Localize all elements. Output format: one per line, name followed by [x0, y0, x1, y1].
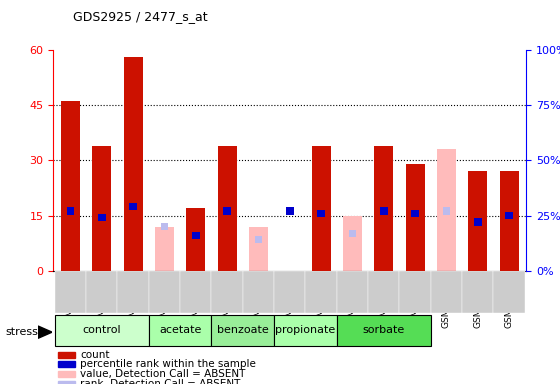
Polygon shape — [38, 326, 52, 338]
Bar — [468, 171, 487, 271]
Bar — [437, 149, 456, 271]
Bar — [149, 271, 180, 313]
FancyBboxPatch shape — [212, 315, 274, 346]
Bar — [255, 236, 263, 243]
FancyBboxPatch shape — [55, 315, 149, 346]
Bar — [368, 271, 399, 313]
Bar — [500, 171, 519, 271]
Text: stress: stress — [6, 327, 39, 337]
FancyBboxPatch shape — [149, 315, 212, 346]
Bar — [317, 210, 325, 217]
Bar — [493, 271, 525, 313]
Bar — [98, 214, 106, 222]
Bar — [505, 212, 513, 219]
Bar — [58, 371, 76, 377]
Bar — [343, 215, 362, 271]
Bar — [312, 146, 330, 271]
Bar — [192, 232, 200, 239]
Bar — [124, 57, 142, 271]
Bar — [118, 271, 149, 313]
Bar — [212, 271, 243, 313]
Bar — [55, 271, 86, 313]
Text: propionate: propionate — [276, 325, 335, 335]
Bar — [186, 208, 205, 271]
Bar — [243, 271, 274, 313]
Text: value, Detection Call = ABSENT: value, Detection Call = ABSENT — [80, 369, 246, 379]
Bar — [337, 271, 368, 313]
Bar — [61, 101, 80, 271]
Bar — [67, 207, 74, 215]
Bar — [406, 164, 424, 271]
Bar — [223, 207, 231, 215]
FancyBboxPatch shape — [274, 315, 337, 346]
Bar — [462, 271, 493, 313]
Bar — [286, 207, 293, 215]
Bar — [399, 271, 431, 313]
Bar — [92, 146, 111, 271]
Bar — [58, 361, 76, 367]
Text: rank, Detection Call = ABSENT: rank, Detection Call = ABSENT — [80, 379, 241, 384]
FancyBboxPatch shape — [337, 315, 431, 346]
Bar — [442, 207, 450, 215]
Bar — [375, 146, 393, 271]
Bar — [180, 271, 212, 313]
Bar — [129, 203, 137, 210]
Bar — [155, 227, 174, 271]
Bar — [161, 223, 169, 230]
Text: count: count — [80, 349, 110, 360]
Bar — [348, 230, 356, 237]
Bar — [218, 146, 236, 271]
Bar — [411, 210, 419, 217]
Text: control: control — [82, 325, 121, 335]
Text: acetate: acetate — [159, 325, 201, 335]
Bar — [305, 271, 337, 313]
Bar — [249, 227, 268, 271]
Bar — [86, 271, 118, 313]
Bar — [274, 271, 305, 313]
Text: GDS2925 / 2477_s_at: GDS2925 / 2477_s_at — [73, 10, 207, 23]
Bar — [58, 381, 76, 384]
Text: percentile rank within the sample: percentile rank within the sample — [80, 359, 256, 369]
Bar — [58, 351, 76, 358]
Bar — [380, 207, 388, 215]
Bar — [431, 271, 462, 313]
Text: benzoate: benzoate — [217, 325, 269, 335]
Text: sorbate: sorbate — [363, 325, 405, 335]
Bar — [474, 218, 482, 226]
